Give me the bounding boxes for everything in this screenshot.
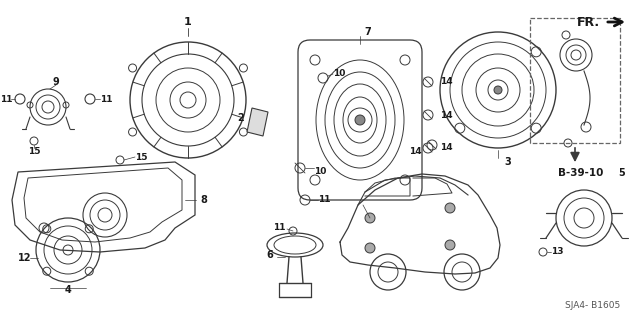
Text: 11: 11 — [318, 196, 330, 204]
Circle shape — [355, 115, 365, 125]
Text: 11: 11 — [273, 222, 285, 232]
Text: 10: 10 — [314, 167, 326, 176]
Text: 12: 12 — [18, 253, 31, 263]
Text: 11: 11 — [100, 94, 113, 103]
Text: 8: 8 — [200, 195, 207, 205]
Text: 6: 6 — [266, 250, 273, 260]
Text: 15: 15 — [28, 146, 40, 155]
Text: 14: 14 — [440, 78, 452, 86]
Circle shape — [365, 213, 375, 223]
Text: 10: 10 — [333, 70, 346, 78]
Text: 7: 7 — [365, 27, 371, 37]
Circle shape — [445, 240, 455, 250]
Text: 9: 9 — [52, 77, 60, 87]
Circle shape — [494, 86, 502, 94]
Text: 13: 13 — [551, 248, 563, 256]
Text: 14: 14 — [410, 147, 422, 157]
Text: 2: 2 — [237, 113, 244, 123]
Polygon shape — [247, 108, 268, 136]
Text: 14: 14 — [440, 144, 452, 152]
Text: 15: 15 — [135, 152, 147, 161]
Circle shape — [445, 203, 455, 213]
Text: B-39-10: B-39-10 — [558, 168, 604, 178]
Text: 1: 1 — [184, 17, 192, 27]
Bar — [530, 18, 620, 143]
Circle shape — [365, 243, 375, 253]
Text: SJA4- B1605: SJA4- B1605 — [564, 300, 620, 309]
Text: FR.: FR. — [577, 16, 600, 28]
Text: 14: 14 — [440, 110, 452, 120]
Text: 11: 11 — [0, 94, 12, 103]
Text: 5: 5 — [619, 168, 625, 178]
Text: 4: 4 — [65, 285, 72, 295]
Text: 3: 3 — [504, 157, 511, 167]
